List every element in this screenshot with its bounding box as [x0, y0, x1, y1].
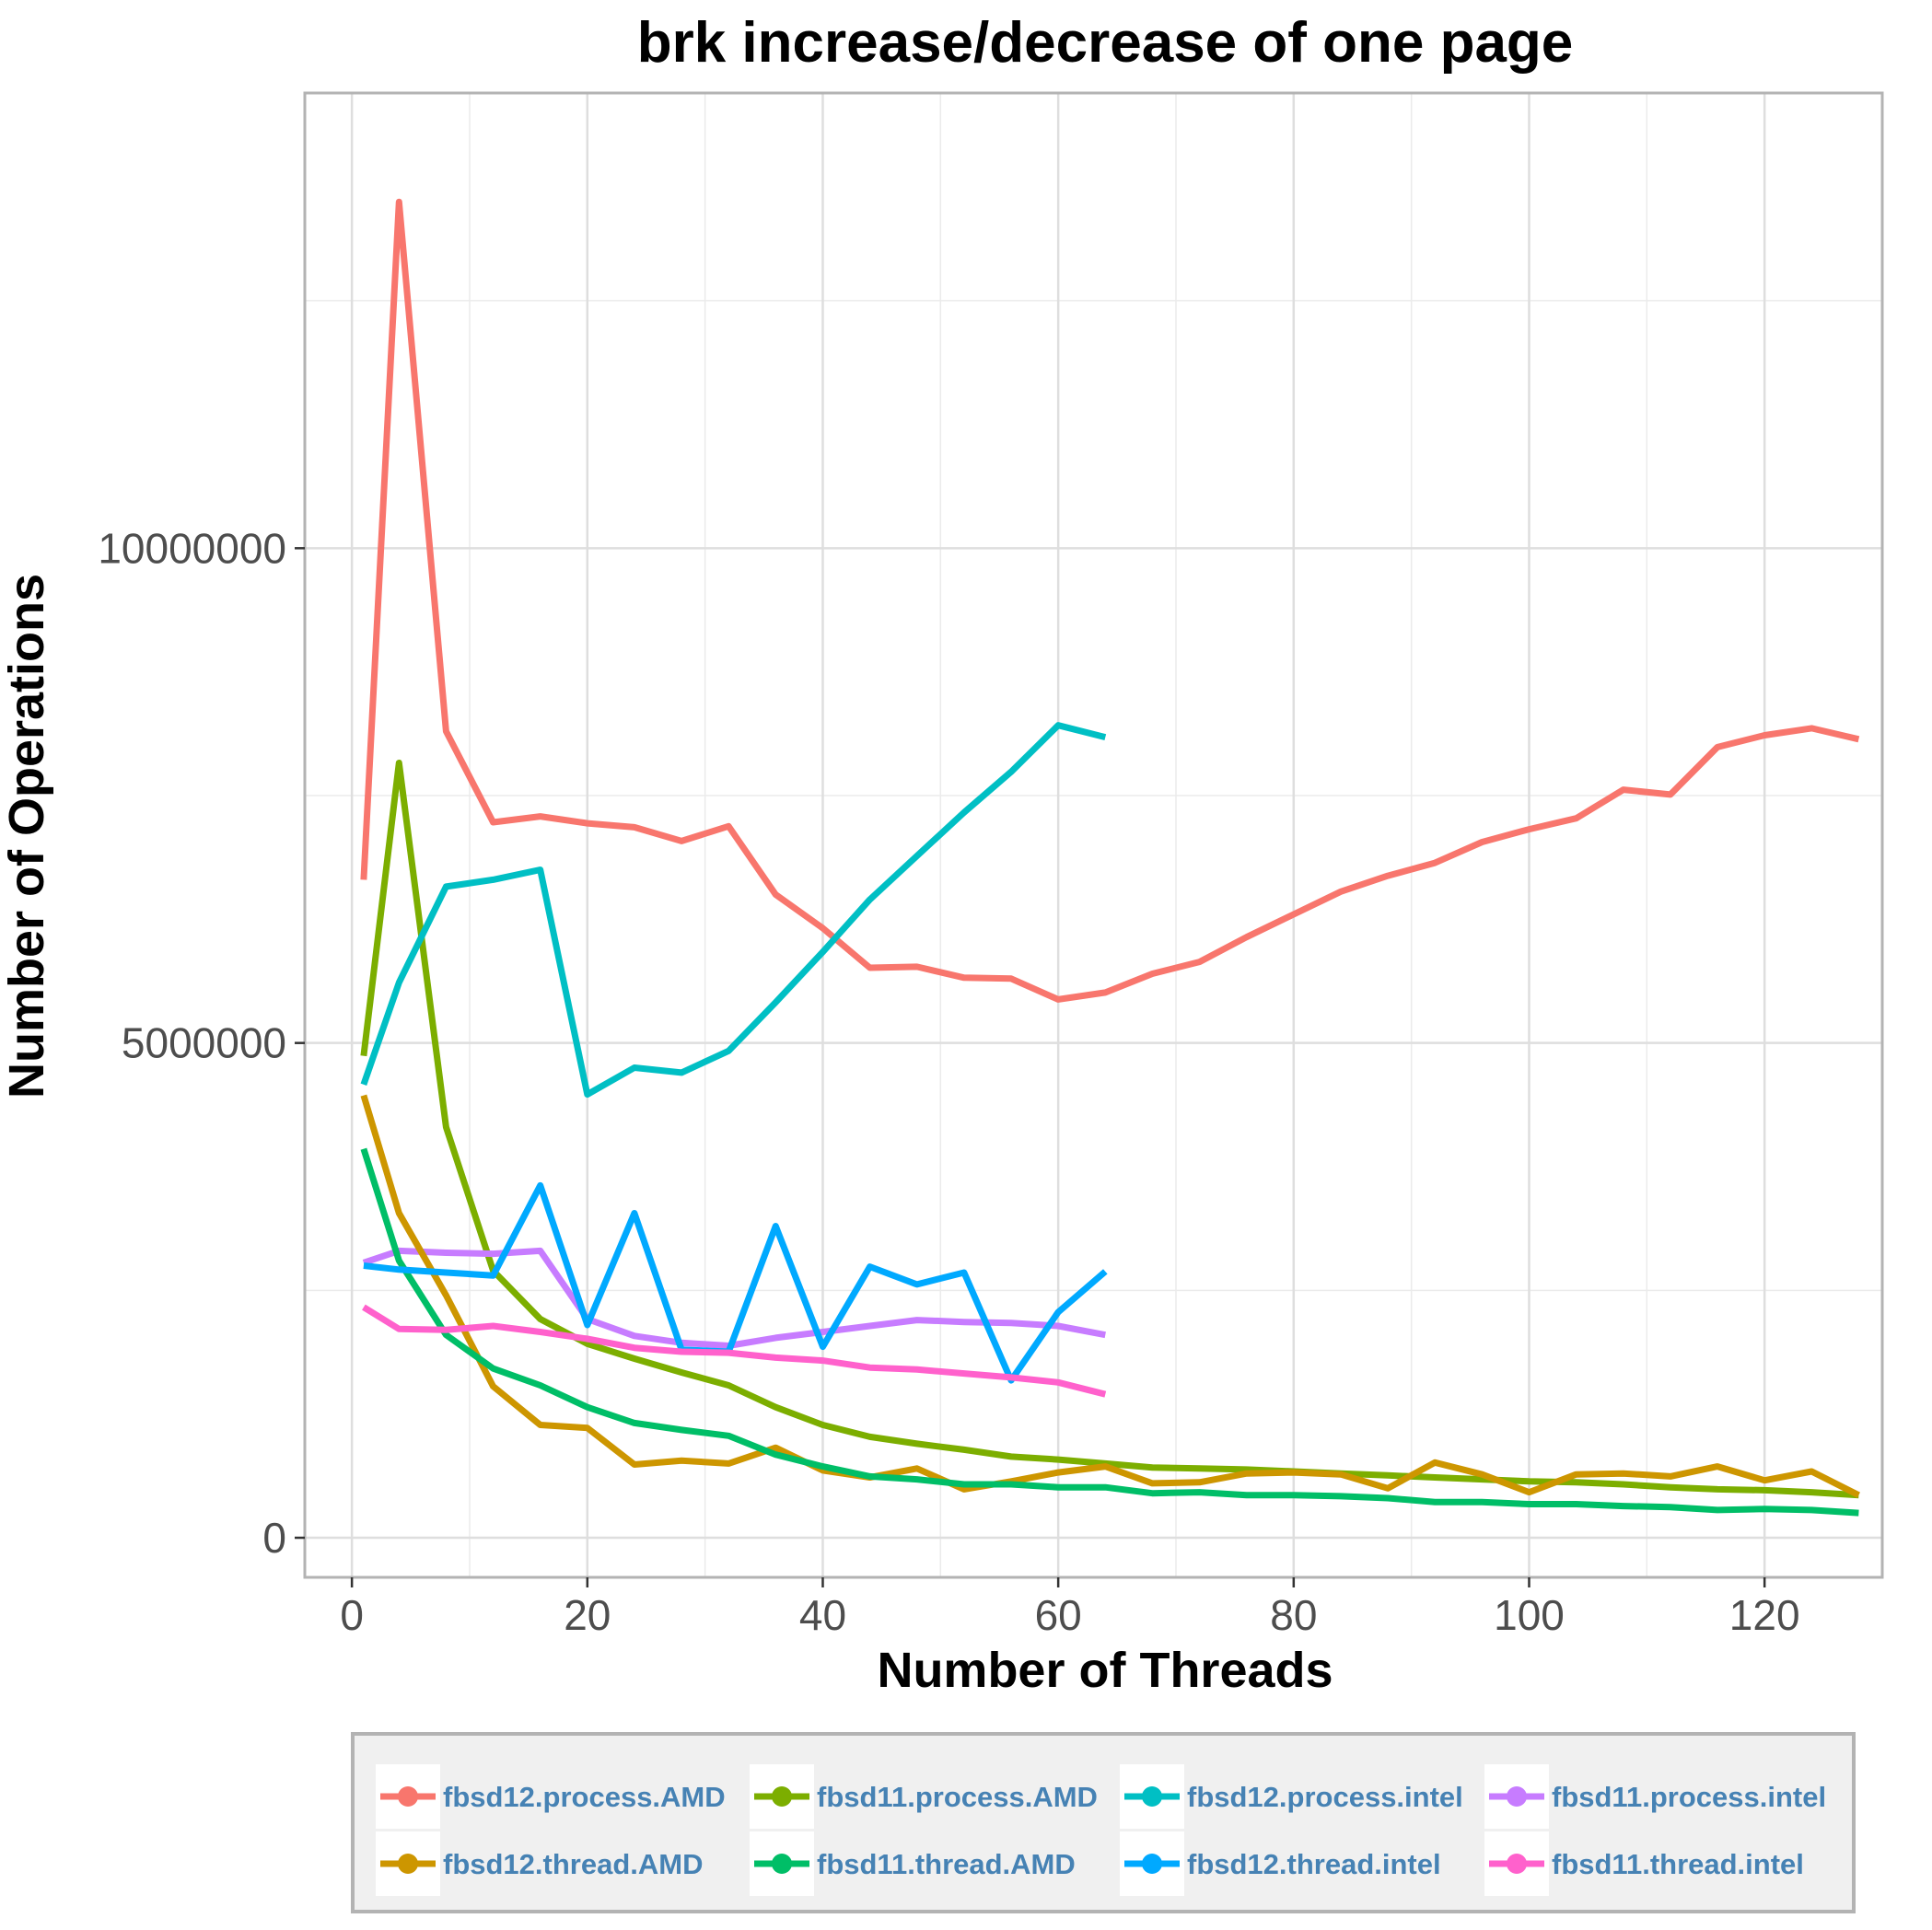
y-tick-label: 5000000	[122, 1019, 286, 1067]
legend-label: fbsd12.thread.AMD	[443, 1848, 703, 1880]
x-tick-label: 120	[1729, 1591, 1800, 1639]
legend-key-dot	[398, 1786, 418, 1807]
x-tick-label: 60	[1035, 1591, 1082, 1639]
panel-background	[305, 93, 1882, 1577]
legend-label: fbsd12.thread.intel	[1187, 1848, 1441, 1880]
series-lines	[360, 198, 1860, 1517]
legend-key-dot	[398, 1854, 418, 1874]
legend-key-dot	[772, 1786, 792, 1807]
legend-item-fbsd12-process-AMD: fbsd12.process.AMD	[376, 1764, 726, 1829]
legend-key-dot	[772, 1854, 792, 1874]
major-gridlines	[305, 93, 1882, 1577]
legend-item-fbsd12-thread-AMD: fbsd12.thread.AMD	[376, 1831, 703, 1896]
legend-label: fbsd11.thread.intel	[1552, 1848, 1804, 1880]
legend-label: fbsd12.process.AMD	[443, 1781, 726, 1813]
legend-items: fbsd12.process.AMD fbsd11.process.AMD fbsd…	[376, 1764, 1826, 1896]
legend-label: fbsd11.process.intel	[1552, 1781, 1826, 1813]
legend-key-dot	[1507, 1786, 1527, 1807]
x-tick-label: 40	[799, 1591, 846, 1639]
x-axis: 0 20 40 60 80 100 120	[340, 1577, 1800, 1639]
plot-panel	[303, 91, 1884, 1579]
x-tick-label: 100	[1494, 1591, 1565, 1639]
legend-label: fbsd11.thread.AMD	[817, 1848, 1076, 1880]
y-tick-label: 0	[262, 1514, 286, 1562]
legend-item-fbsd11-thread-intel: fbsd11.thread.intel	[1484, 1831, 1804, 1896]
chart-title: brk increase/decrease of one page	[637, 11, 1574, 75]
legend-key-dot	[1142, 1786, 1162, 1807]
y-axis-title: Number of Operations	[0, 574, 54, 1099]
legend: fbsd12.process.AMD fbsd11.process.AMD fbsd…	[351, 1732, 1856, 1913]
x-tick-label: 0	[340, 1591, 364, 1639]
series-line-fbsd12-process-intel	[360, 722, 1107, 1099]
legend-key-dot	[1507, 1854, 1527, 1874]
series-line-fbsd11-thread-AMD	[360, 1147, 1859, 1517]
x-tick-label: 80	[1270, 1591, 1317, 1639]
x-axis-title: Number of Threads	[877, 1643, 1333, 1698]
panel-border	[303, 91, 1884, 1579]
legend-key-dot	[1142, 1854, 1162, 1874]
legend-box	[351, 1732, 1856, 1913]
series-line-fbsd12-process-AMD	[360, 198, 1860, 1003]
legend-item-fbsd12-process-intel: fbsd12.process.intel	[1120, 1764, 1463, 1829]
series-line-fbsd12-thread-AMD	[360, 1094, 1860, 1498]
x-tick-label: 20	[564, 1591, 611, 1639]
legend-item-fbsd11-thread-AMD: fbsd11.thread.AMD	[750, 1831, 1076, 1896]
legend-item-fbsd12-thread-intel: fbsd12.thread.intel	[1120, 1831, 1441, 1896]
y-axis: 0 5000000 10000000	[98, 524, 305, 1562]
legend-label: fbsd12.process.intel	[1187, 1781, 1463, 1813]
y-tick-label: 10000000	[98, 524, 286, 572]
legend-item-fbsd11-process-intel: fbsd11.process.intel	[1484, 1764, 1826, 1829]
series-line-fbsd11-thread-intel	[362, 1304, 1107, 1398]
legend-item-fbsd11-process-AMD: fbsd11.process.AMD	[750, 1764, 1098, 1829]
legend-label: fbsd11.process.AMD	[817, 1781, 1098, 1813]
